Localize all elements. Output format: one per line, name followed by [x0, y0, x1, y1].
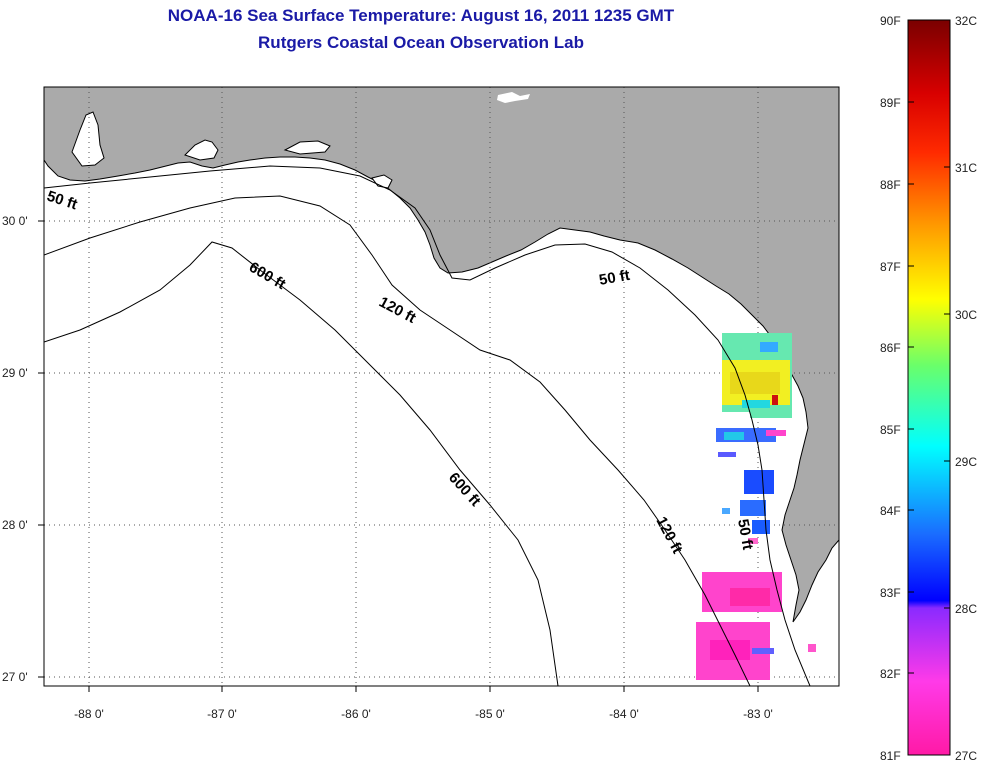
lat-tick-label: 28 0' — [2, 518, 28, 532]
land-area — [44, 87, 839, 623]
celsius-label: 28C — [955, 602, 977, 616]
contour-120ft — [44, 195, 751, 686]
celsius-label: 29C — [955, 455, 977, 469]
contour-600ft — [44, 241, 559, 686]
fahrenheit-label: 84F — [880, 504, 901, 518]
fahrenheit-label: 89F — [880, 96, 901, 110]
lat-tick-label: 30 0' — [2, 214, 28, 228]
fahrenheit-label: 83F — [880, 586, 901, 600]
celsius-label: 30C — [955, 308, 977, 322]
lon-tick-label: -83 0' — [743, 707, 773, 721]
map-frame — [43, 86, 840, 687]
sst-map: 50 ft 600 ft 120 ft 50 ft 600 ft 120 ft … — [2, 86, 840, 721]
chart-subtitle: Rutgers Coastal Ocean Observation Lab — [258, 33, 584, 52]
fahrenheit-label: 85F — [880, 423, 901, 437]
fahrenheit-label: 90F — [880, 14, 901, 28]
fahrenheit-label: 81F — [880, 749, 901, 763]
sst-data — [696, 333, 816, 680]
lat-tick-label: 29 0' — [2, 366, 28, 380]
lat-tick-label: 27 0' — [2, 670, 28, 684]
celsius-label: 27C — [955, 749, 977, 763]
axis-ticks — [38, 220, 759, 692]
contour-label-50-south: 50 ft — [734, 518, 756, 551]
contour-label-50-east: 50 ft — [598, 267, 631, 289]
celsius-label: 31C — [955, 161, 977, 175]
lake-north — [497, 92, 530, 103]
color-scale: 90F 89F 88F 87F 86F 85F 84F 83F 82F 81F … — [880, 14, 977, 763]
lon-tick-label: -84 0' — [609, 707, 639, 721]
fahrenheit-label: 88F — [880, 178, 901, 192]
lon-tick-label: -85 0' — [475, 707, 505, 721]
bay-central — [184, 139, 219, 161]
bay-east — [283, 140, 331, 155]
color-scale-ticks — [908, 19, 950, 756]
chart-title: NOAA-16 Sea Surface Temperature: August … — [167, 6, 675, 25]
fahrenheit-label: 86F — [880, 341, 901, 355]
bay-west — [71, 111, 105, 167]
contour-50ft — [44, 165, 811, 686]
fahrenheit-label: 87F — [880, 260, 901, 274]
lon-tick-label: -88 0' — [74, 707, 104, 721]
color-scale-bar — [907, 19, 951, 756]
fahrenheit-label: 82F — [880, 667, 901, 681]
lon-tick-label: -87 0' — [207, 707, 237, 721]
celsius-label: 32C — [955, 14, 977, 28]
lon-tick-label: -86 0' — [341, 707, 371, 721]
bay-apalachee — [371, 174, 393, 189]
contours — [44, 165, 811, 686]
